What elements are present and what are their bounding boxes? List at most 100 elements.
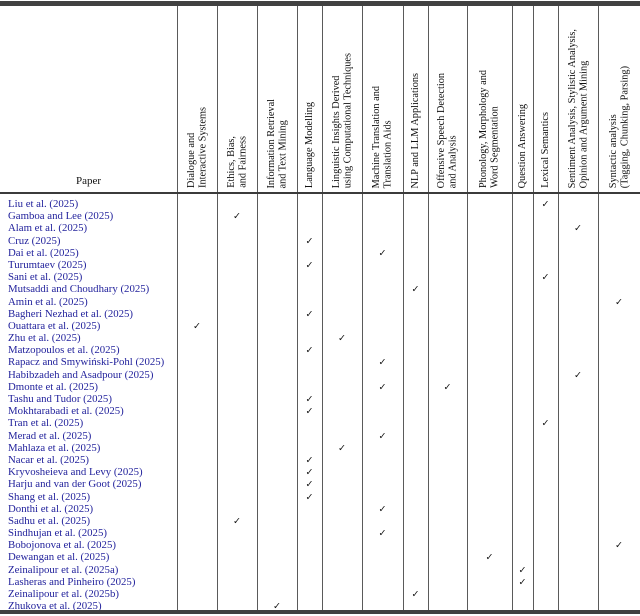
paper-citation-link[interactable]: Zhukova et al. (2025) [8,600,102,613]
check-cell-nlp-llm-applications: ✓ [403,584,428,602]
table-row: Lasheras and Pinheiro (2025) ✓ [0,572,640,588]
column-header-label: Lexical Semantics [539,112,551,188]
paper-citation-link[interactable]: Zhu et al. (2025) [8,332,81,345]
column-header-language-modelling: Language Modelling [297,6,322,192]
paper-citation-link[interactable]: Tran et al. (2025) [8,417,84,430]
paper-citation-link[interactable]: Dai et al. (2025) [8,246,79,259]
paper-column-header-cell: Paper [0,6,177,192]
paper-cell: Zeinalipour et al. (2025b) [0,584,177,602]
column-header-machine-translation-aids: Machine Translation and Translation Aids [362,6,403,192]
check-cell-phonology-morphology-segmentation: ✓ [467,547,512,565]
column-separator-line [428,6,429,610]
paper-citation-link[interactable]: Kryvosheieva and Levy (2025) [8,466,143,479]
check-cell-language-modelling: ✓ [297,487,322,505]
paper-citation-link[interactable]: Gamboa and Lee (2025) [8,210,114,223]
paper-citation-link[interactable]: Tashu and Tudor (2025) [8,393,112,405]
paper-citation-link[interactable]: Zeinalipour et al. (2025a) [8,563,119,576]
paper-citation-link[interactable]: Dmonte et al. (2025) [8,380,98,393]
table-row: Dewangan et al. (2025) ✓ [0,547,640,563]
paper-citation-link[interactable]: Habibzadeh and Asadpour (2025) [8,368,154,381]
paper-citation-link[interactable]: Matzopoulos et al. (2025) [8,344,120,357]
paper-cell: Zhu et al. (2025) [0,328,177,346]
paper-cell: Mutsaddi and Choudhary (2025) [0,279,177,297]
paper-citation-link[interactable]: Turumtaev (2025) [8,258,87,271]
header-divider-rule [0,192,640,194]
column-separator-line [217,6,218,610]
paper-citation-link[interactable]: Merad et al. (2025) [8,429,92,442]
table-row: Alam et al. (2025) ✓ [0,218,640,234]
column-header-label: Ethics, Bias, and Fairness [225,136,248,188]
paper-citation-link[interactable]: Mutsaddi and Choudhary (2025) [8,283,150,296]
table-row: Tashu and Tudor (2025) ✓ [0,389,640,405]
table-row: Dmonte et al. (2025) ✓ ✓ [0,377,640,393]
check-cell-lexical-semantics: ✓ [533,413,558,431]
paper-citation-link[interactable]: Ouattara et al. (2025) [8,319,101,332]
checkmark-icon: ✓ [378,247,387,259]
table-row: Zhu et al. (2025) ✓ [0,328,640,344]
checkmark-icon: ✓ [378,430,387,442]
paper-cell: Mahlaza et al. (2025) [0,438,177,456]
checkmark-icon: ✓ [443,381,452,393]
checkmark-icon: ✓ [574,223,582,235]
paper-citation-link[interactable]: Nacar et al. (2025) [8,453,89,466]
paper-citation-link[interactable]: Liu et al. (2025) [8,198,79,210]
paper-cell: Nacar et al. (2025) [0,450,177,468]
checkmark-icon: ✓ [305,394,314,405]
column-separator-line [297,6,298,610]
paper-cell: Habibzadeh and Asadpour (2025) [0,365,177,383]
table-row: Merad et al. (2025) ✓ [0,426,640,442]
checkmark-icon: ✓ [193,320,201,332]
checkmark-icon: ✓ [541,418,550,430]
paper-citation-link[interactable]: Amin et al. (2025) [8,295,88,308]
checkmark-icon: ✓ [541,199,550,210]
column-separator-line [598,6,599,610]
checkmark-icon: ✓ [615,540,623,552]
paper-citation-link[interactable]: Bobojonova et al. (2025) [8,539,116,552]
column-header-sentiment-stylistic-opinion-argument: Sentiment Analysis, Stylistic Analysis, … [558,6,598,192]
paper-cell: Sindhujan et al. (2025) [0,523,177,541]
paper-citation-link[interactable]: Shang et al. (2025) [8,490,91,503]
column-header-label: NLP and LLM Applications [409,72,421,188]
column-header-offensive-speech-detection: Offensive Speech Detection and Analysis [428,6,467,192]
paper-citation-link[interactable]: Rapacz and Smywiński-Pohl (2025) [8,356,165,369]
paper-citation-link[interactable]: Sani et al. (2025) [8,271,83,284]
paper-citation-link[interactable]: Harju and van der Goot (2025) [8,478,142,491]
paper-citation-link[interactable]: Mahlaza et al. (2025) [8,441,101,454]
checkmark-icon: ✓ [305,479,314,491]
column-separator-line [512,6,513,610]
check-cell-syntactic-analysis: ✓ [598,535,640,553]
check-cell-language-modelling: ✓ [297,340,322,358]
paper-citation-link[interactable]: Sadhu et al. (2025) [8,514,91,527]
paper-citation-link[interactable]: Sindhujan et al. (2025) [8,527,107,540]
paper-cell: Ouattara et al. (2025) [0,316,177,334]
table-row: Harju and van der Goot (2025) ✓ [0,474,640,490]
paper-citation-link[interactable]: Lasheras and Pinheiro (2025) [8,575,136,588]
paper-citation-link[interactable]: Mokhtarabadi et al. (2025) [8,405,124,418]
check-cell-sentiment-stylistic-opinion-argument: ✓ [558,365,598,383]
table-top-rule [0,1,640,6]
paper-cell: Mokhtarabadi et al. (2025) [0,401,177,419]
table-row: Shang et al. (2025) ✓ [0,487,640,503]
paper-cell: Bagheri Nezhad et al. (2025) [0,304,177,322]
column-header-label: Offensive Speech Detection and Analysis [436,72,459,188]
check-cell-machine-translation-aids: ✓ [362,499,403,517]
paper-citation-link[interactable]: Cruz (2025) [8,234,61,247]
paper-cell: Sani et al. (2025) [0,267,177,285]
paper-citation-link[interactable]: Alam et al. (2025) [8,222,88,235]
check-cell-language-modelling: ✓ [297,401,322,419]
table-row: Matzopoulos et al. (2025) ✓ [0,340,640,356]
check-cell-dialogue-interactive-systems: ✓ [177,316,217,334]
table-body: Liu et al. (2025) ✓ Gamboa and Lee (2025) ✓… [0,194,640,612]
paper-citation-link[interactable]: Donthi et al. (2025) [8,502,94,515]
paper-citation-link[interactable]: Dewangan et al. (2025) [8,551,110,564]
table-row: Zeinalipour et al. (2025b) ✓ [0,584,640,600]
table-row: Rapacz and Smywiński-Pohl (2025) ✓ [0,352,640,368]
table-row: Donthi et al. (2025) ✓ [0,499,640,515]
table-bottom-rule [0,610,640,614]
table-row: Mutsaddi and Choudhary (2025) ✓ [0,279,640,295]
column-header-ethics-bias-fairness: Ethics, Bias, and Fairness [217,6,257,192]
paper-citation-link[interactable]: Zeinalipour et al. (2025b) [8,588,119,600]
checkmark-icon: ✓ [541,272,550,284]
checkmark-icon: ✓ [305,467,314,479]
paper-citation-link[interactable]: Bagheri Nezhad et al. (2025) [8,307,134,320]
